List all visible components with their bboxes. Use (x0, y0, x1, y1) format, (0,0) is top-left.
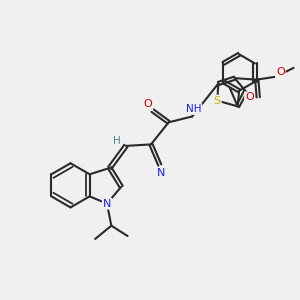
Text: O: O (144, 99, 152, 109)
Text: N: N (103, 199, 111, 208)
Text: S: S (214, 95, 221, 106)
Text: H: H (112, 136, 120, 146)
Text: O: O (276, 67, 285, 77)
Text: N: N (157, 168, 166, 178)
Text: O: O (245, 92, 254, 102)
Text: NH: NH (186, 104, 201, 114)
